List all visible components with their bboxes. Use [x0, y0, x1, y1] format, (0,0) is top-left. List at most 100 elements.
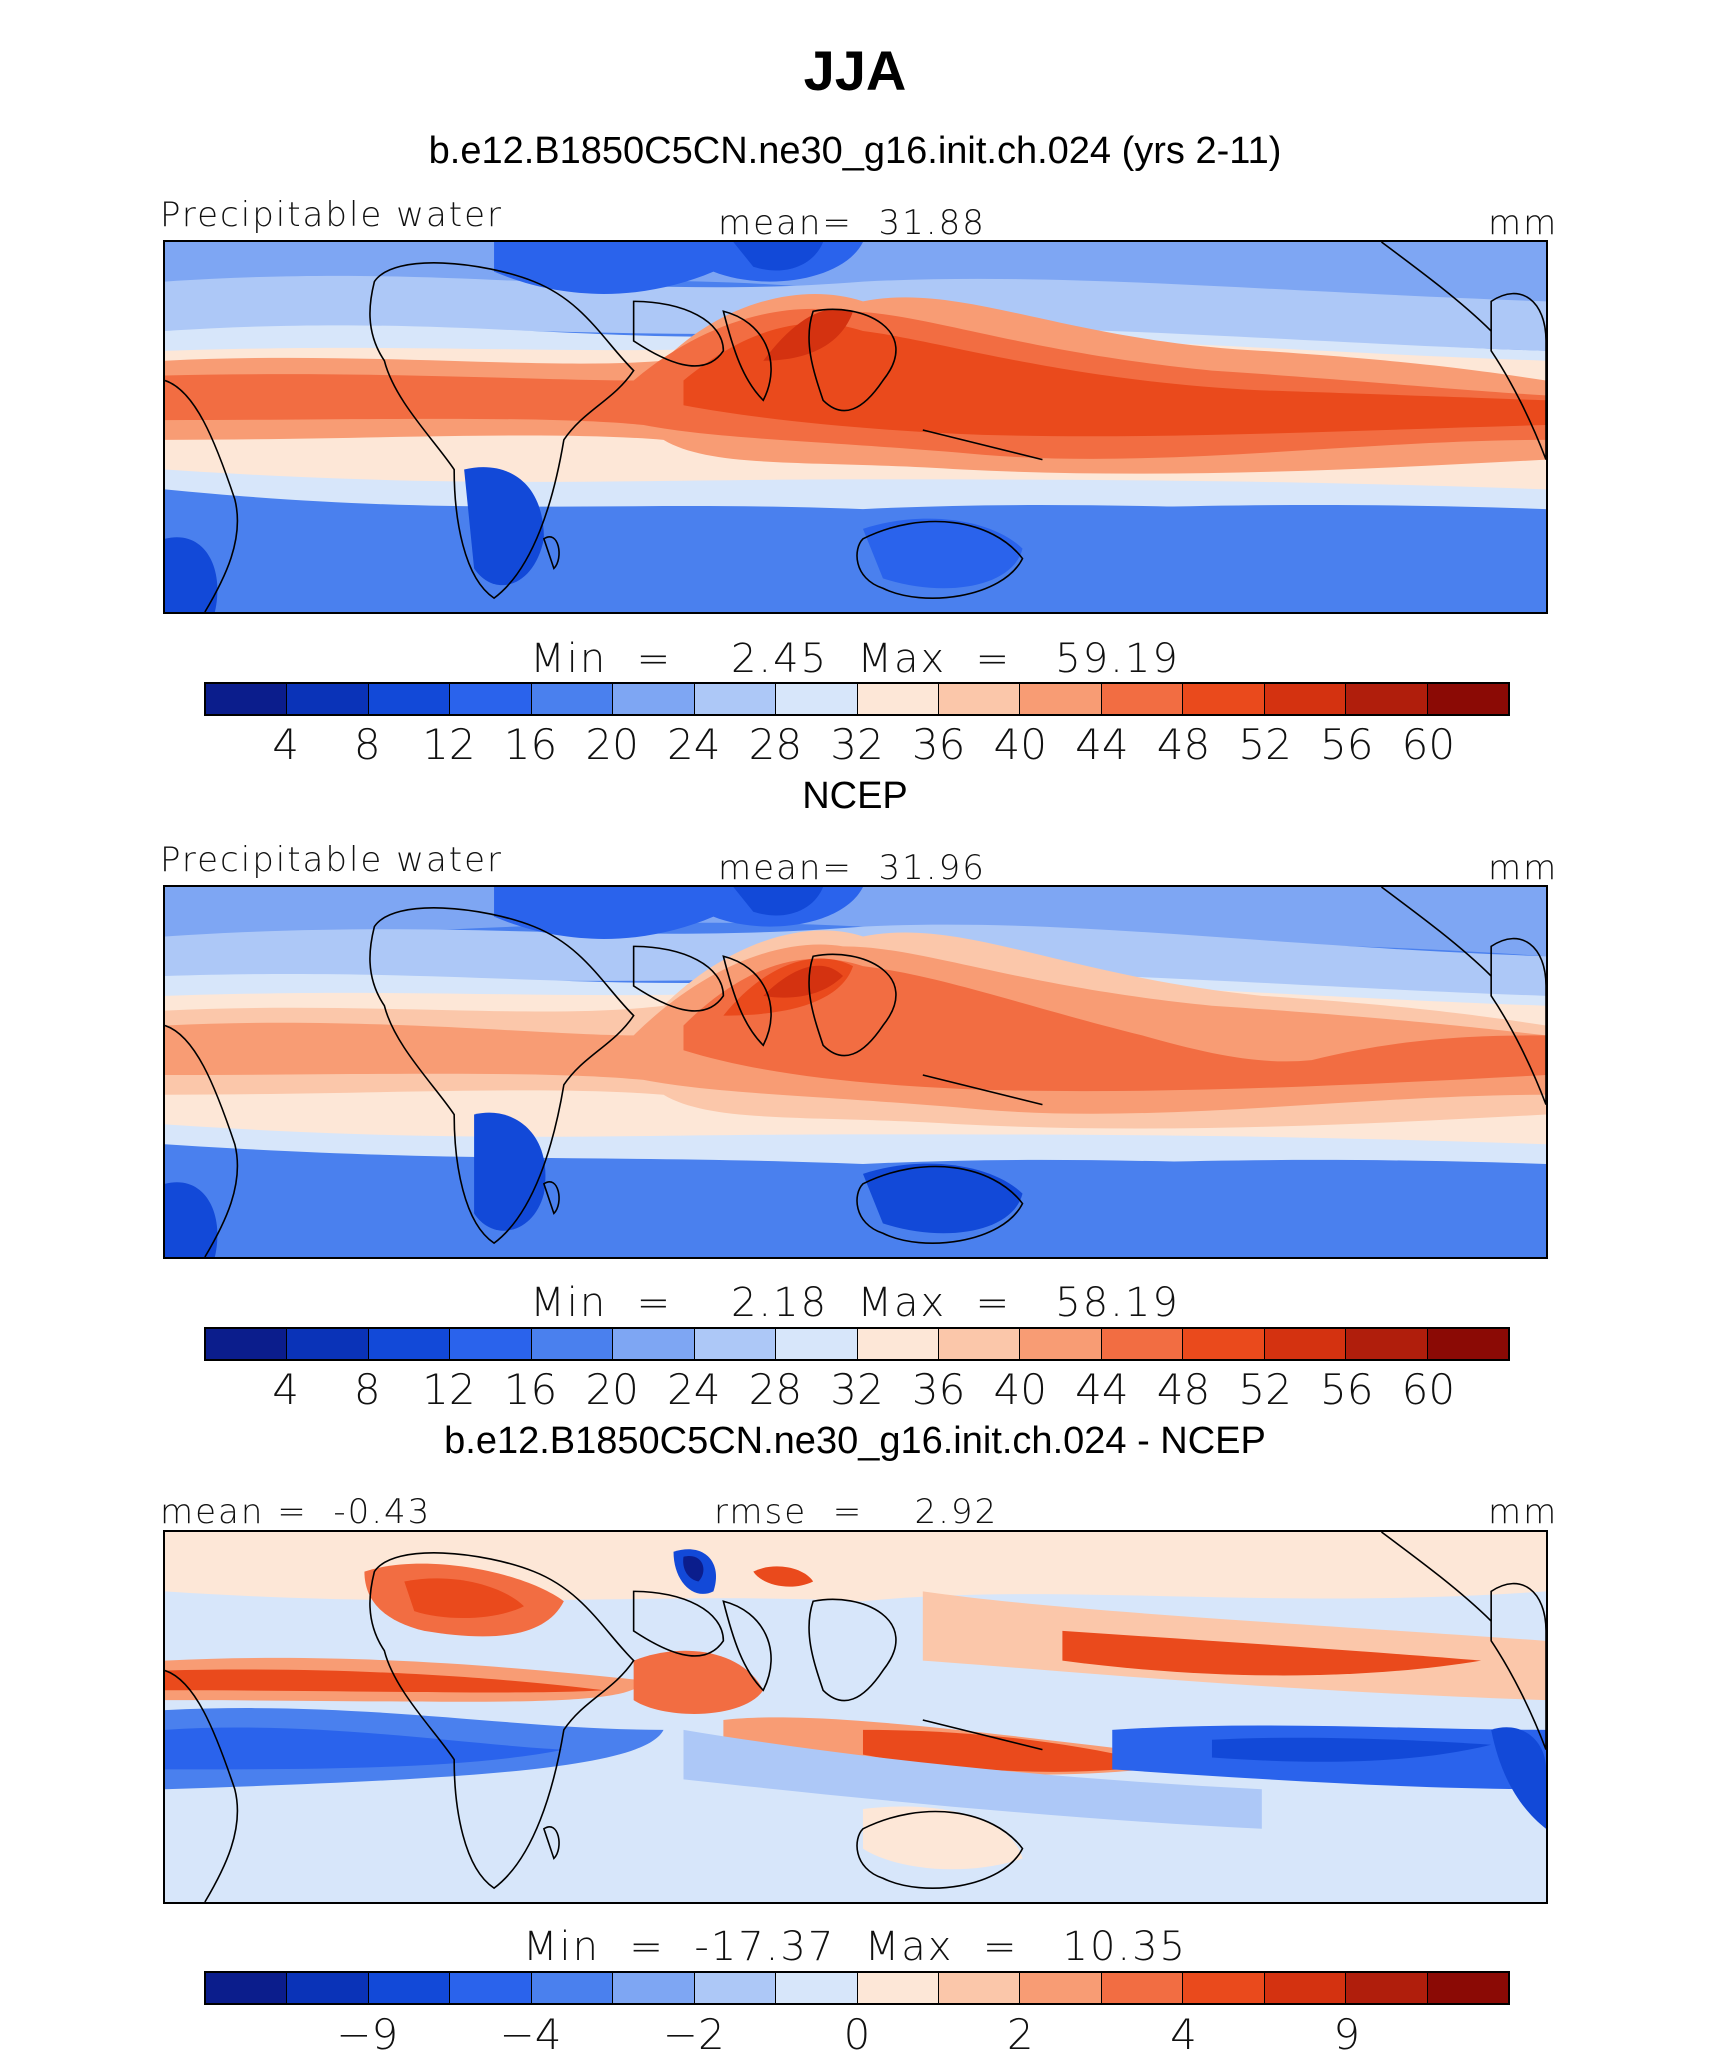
colorbar-tick-label: −4	[499, 2010, 562, 2059]
colorbar-cell	[1346, 1329, 1428, 1359]
mean-label-diff: mean = -0.43	[160, 1492, 432, 1532]
colorbar-tick-label: 40	[993, 720, 1047, 769]
colorbar-cell	[287, 1329, 369, 1359]
colorbar-cell	[1346, 684, 1428, 714]
mean-label-model: mean= 31.88	[718, 203, 986, 243]
colorbar-tick-label: 4	[1170, 2010, 1197, 2059]
colorbar-cell	[857, 1329, 939, 1359]
colorbar-cell	[1183, 1329, 1265, 1359]
colorbar-tick-label: 44	[1075, 1365, 1129, 1414]
colorbar-cell	[531, 684, 614, 714]
colorbar-cell	[1020, 684, 1102, 714]
map-svg-obs	[165, 887, 1546, 1257]
colorbar-tick-label: −2	[662, 2010, 725, 2059]
colorbar-tick-label: 12	[422, 1365, 476, 1414]
colorbar-cell	[531, 1329, 614, 1359]
map-svg-model	[165, 242, 1546, 612]
colorbar-tick-label: 56	[1320, 720, 1374, 769]
colorbar-cell	[938, 684, 1021, 714]
rmse-label-diff: rmse = 2.92	[714, 1492, 999, 1532]
map-panel-model	[163, 240, 1548, 614]
colorbar-cell	[694, 1329, 777, 1359]
colorbar-cell	[1101, 1973, 1184, 2003]
colorbar-cell	[857, 1973, 939, 2003]
colorbar-cell	[857, 684, 939, 714]
mean-label-obs: mean= 31.96	[718, 848, 986, 888]
colorbar-cell	[368, 1329, 451, 1359]
colorbar-cell	[1020, 1329, 1102, 1359]
colorbar-cell	[694, 1973, 777, 2003]
colorbar-cell	[1427, 684, 1508, 714]
colorbar-cell	[206, 684, 288, 714]
colorbar-tick-label: 60	[1401, 1365, 1456, 1414]
colorbar-tick-label: 56	[1320, 1365, 1374, 1414]
colorbar-cell	[206, 1973, 288, 2003]
colorbar-tick-label: 32	[830, 720, 884, 769]
colorbar-cell	[206, 1329, 288, 1359]
colorbar-cell	[368, 684, 451, 714]
colorbar-tick-label: 48	[1156, 1365, 1211, 1414]
colorbar-cell	[776, 1973, 858, 2003]
colorbar-tick-label: 20	[585, 720, 639, 769]
colorbar-cell	[694, 684, 777, 714]
colorbar-tick-label: 52	[1238, 720, 1292, 769]
colorbar-tick-label: 24	[667, 1365, 721, 1414]
colorbar-tick-label: 28	[748, 1365, 803, 1414]
colorbar-tick-label: 44	[1075, 720, 1129, 769]
colorbar-cell	[1183, 684, 1265, 714]
units-label-model: mm	[1488, 203, 1559, 243]
colorbar-tick-label: 28	[748, 720, 803, 769]
field-label-model: Precipitable water	[160, 195, 504, 235]
colorbar-cell	[450, 1973, 532, 2003]
colorbar-tick-label: −9	[336, 2010, 399, 2059]
colorbar-model	[204, 682, 1510, 716]
colorbar-cell	[1264, 1973, 1347, 2003]
colorbar-tick-label: 9	[1333, 2010, 1361, 2059]
units-label-diff: mm	[1488, 1492, 1559, 1532]
colorbar-obs	[204, 1327, 1510, 1361]
colorbar-cell	[1264, 684, 1347, 714]
colorbar-cell	[1183, 1973, 1265, 2003]
colorbar-tick-label: 2	[1006, 2010, 1034, 2059]
colorbar-tick-label: 16	[503, 1365, 558, 1414]
colorbar-cell	[776, 684, 858, 714]
colorbar-cell	[613, 684, 695, 714]
colorbar-tick-label: 20	[585, 1365, 639, 1414]
colorbar-cell	[450, 684, 532, 714]
colorbar-cell	[1264, 1329, 1347, 1359]
colorbar-tick-label: 52	[1238, 1365, 1292, 1414]
colorbar-cell	[1427, 1329, 1508, 1359]
stats-diff: Min = -17.37 Max = 10.35	[522, 1924, 1188, 1970]
colorbar-diff	[204, 1971, 1510, 2005]
colorbar-cell	[613, 1329, 695, 1359]
map-panel-diff	[163, 1530, 1548, 1904]
colorbar-tick-label: 40	[993, 1365, 1047, 1414]
panel-title-obs: NCEP	[802, 775, 908, 817]
colorbar-tick-label: 12	[422, 720, 476, 769]
colorbar-tick-label: 60	[1401, 720, 1456, 769]
colorbar-tick-label: 48	[1156, 720, 1211, 769]
colorbar-cell	[1346, 1973, 1428, 2003]
colorbar-cell	[938, 1329, 1021, 1359]
colorbar-tick-label: 0	[843, 2010, 871, 2059]
panel-title-model: b.e12.B1850C5CN.ne30_g16.init.ch.024 (yr…	[428, 130, 1282, 172]
colorbar-tick-label: 36	[911, 1365, 966, 1414]
figure-title: JJA	[803, 39, 907, 102]
map-panel-obs	[163, 885, 1548, 1259]
units-label-obs: mm	[1488, 848, 1559, 888]
colorbar-cell	[287, 1973, 369, 2003]
colorbar-cell	[450, 1329, 532, 1359]
stats-obs: Min = 2.18 Max = 58.19	[530, 1280, 1180, 1326]
colorbar-tick-label: 4	[272, 1365, 299, 1414]
colorbar-cell	[776, 1329, 858, 1359]
colorbar-tick-label: 24	[667, 720, 721, 769]
colorbar-tick-label: 16	[503, 720, 558, 769]
stats-model: Min = 2.45 Max = 59.19	[530, 636, 1180, 682]
colorbar-cell	[613, 1973, 695, 2003]
colorbar-cell	[287, 684, 369, 714]
colorbar-cell	[1020, 1973, 1102, 2003]
panel-title-diff: b.e12.B1850C5CN.ne30_g16.init.ch.024 - N…	[444, 1420, 1266, 1462]
field-label-obs: Precipitable water	[160, 840, 504, 880]
colorbar-tick-label: 8	[353, 720, 381, 769]
colorbar-tick-label: 4	[272, 720, 299, 769]
